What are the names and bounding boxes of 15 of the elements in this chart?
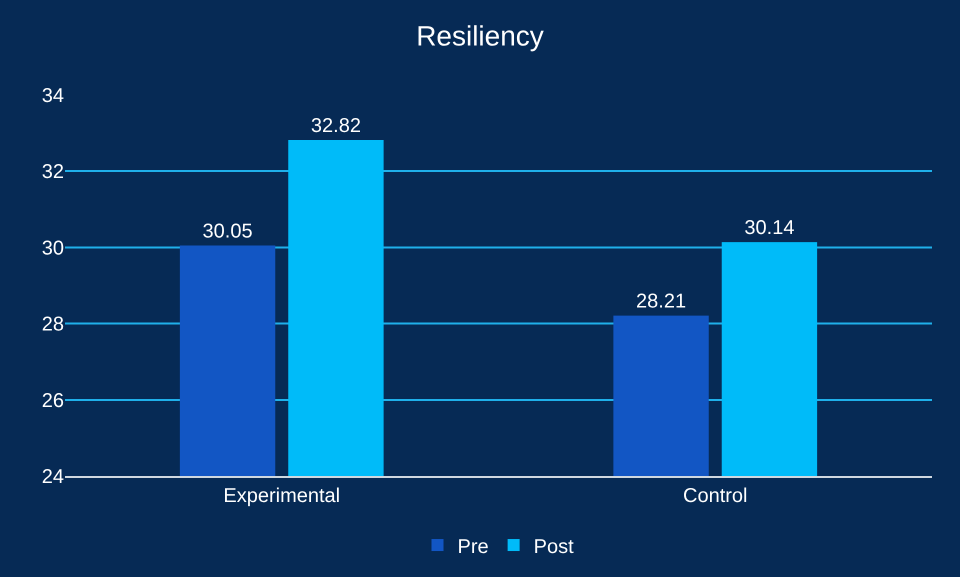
y-tick-label: 34: [42, 85, 64, 107]
legend-label: Pre: [458, 536, 489, 558]
legend-label: Post: [534, 536, 574, 558]
data-label: 30.14: [744, 217, 794, 240]
y-tick-label: 30: [42, 237, 64, 260]
data-label: 30.05: [202, 220, 253, 242]
y-tick-label: 28: [42, 314, 64, 336]
y-tick-label: 32: [42, 161, 64, 184]
x-tick-label: Experimental: [223, 485, 340, 507]
x-tick-label: Control: [683, 485, 748, 507]
y-tick-label: 26: [42, 390, 64, 412]
data-label: 28.21: [636, 290, 686, 313]
chart-title: Resiliency: [416, 20, 544, 52]
y-tick-label: 24: [42, 466, 64, 488]
data-label: 32.82: [310, 114, 361, 137]
